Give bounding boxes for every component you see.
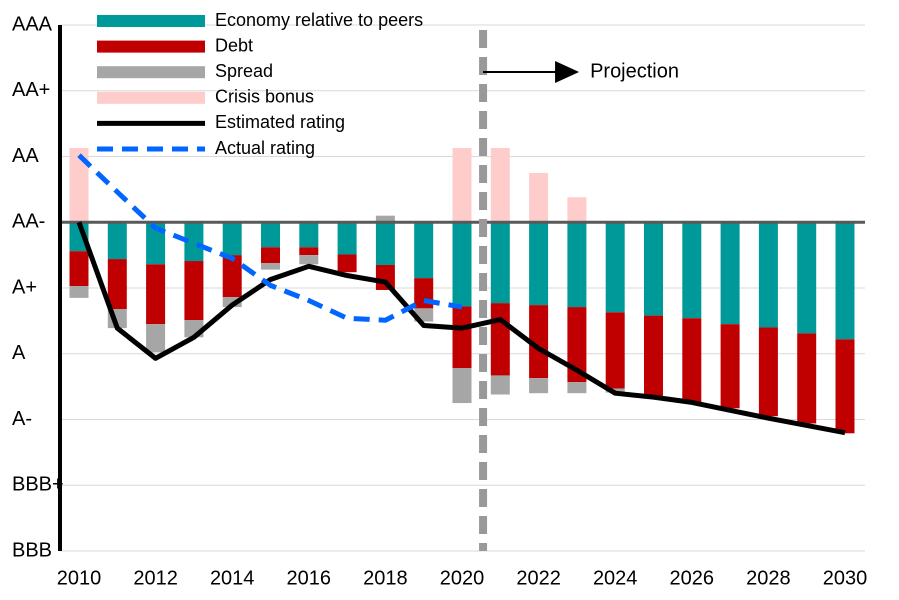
bar-segment xyxy=(797,222,817,334)
bar-segment xyxy=(835,222,855,340)
y-tick-label: BBB xyxy=(12,539,52,561)
bar-segment xyxy=(529,222,549,306)
x-tick-label: 2022 xyxy=(516,567,561,589)
bar-segment xyxy=(261,263,280,270)
legend-label: Spread xyxy=(215,61,273,81)
bar-segment xyxy=(69,147,89,223)
bar-segment xyxy=(797,333,817,424)
bar-segment xyxy=(452,306,472,369)
projection-label: Projection xyxy=(590,60,679,82)
x-tick-label: 2012 xyxy=(133,567,178,589)
legend-swatch xyxy=(97,40,205,53)
bar-segment xyxy=(567,197,587,223)
bar-segment xyxy=(452,147,472,223)
bars xyxy=(69,147,855,434)
bar-segment xyxy=(107,259,127,310)
bar-segment xyxy=(567,307,587,383)
x-tick-label: 2018 xyxy=(363,567,408,589)
bar-segment xyxy=(605,312,625,389)
bar-segment xyxy=(375,222,395,265)
bar-segment xyxy=(222,255,242,298)
bar-segment xyxy=(490,375,510,395)
bar-segment xyxy=(529,378,549,394)
bar-segment xyxy=(184,261,204,321)
x-tick-label: 2014 xyxy=(210,567,255,589)
bar-segment xyxy=(452,368,472,404)
bar-segment xyxy=(414,222,434,279)
bar-segment xyxy=(490,222,510,304)
x-tick-label: 2028 xyxy=(746,567,791,589)
y-tick-label: A xyxy=(12,342,26,364)
bar-segment xyxy=(567,382,587,394)
bar-segment xyxy=(682,222,702,319)
y-tick-label: AA- xyxy=(12,211,45,233)
legend-label: Estimated rating xyxy=(215,112,345,132)
x-tick-label: 2030 xyxy=(823,567,868,589)
bar-segment xyxy=(644,222,663,316)
bar-segment xyxy=(452,222,472,307)
legend-label: Debt xyxy=(215,35,253,55)
legend-swatch xyxy=(97,15,205,27)
rating-line xyxy=(77,153,463,323)
bar-segment xyxy=(69,286,89,298)
x-tick-label: 2020 xyxy=(440,567,485,589)
bar-segment xyxy=(107,222,127,260)
y-tick-label: A- xyxy=(12,408,32,430)
bar-segment xyxy=(529,172,549,223)
bar-segment xyxy=(146,324,166,353)
bar-segment xyxy=(490,303,510,376)
rating-line xyxy=(76,221,846,436)
bar-segment xyxy=(337,222,357,255)
legend-label: Actual rating xyxy=(215,138,315,158)
bar-segment xyxy=(720,324,740,409)
legend-label: Crisis bonus xyxy=(215,87,314,107)
y-tick-label: A+ xyxy=(12,276,37,298)
y-tick-label: AAA xyxy=(12,13,53,35)
bar-segment xyxy=(299,222,319,248)
bar-segment xyxy=(337,254,357,273)
bar-segment xyxy=(835,339,855,434)
legend-swatch xyxy=(97,66,205,79)
y-tick-label: AA xyxy=(12,145,39,167)
projection-arrow-head xyxy=(555,61,580,83)
y-tick-label: BBB+ xyxy=(12,474,64,496)
bar-segment xyxy=(758,222,778,328)
bar-segment xyxy=(184,222,204,262)
bar-segment xyxy=(261,222,280,248)
bar-segment xyxy=(682,318,702,403)
legend-label: Economy relative to peers xyxy=(215,10,423,30)
bar-segment xyxy=(529,305,549,379)
bar-segment xyxy=(375,215,395,223)
x-tick-label: 2016 xyxy=(287,567,332,589)
x-tick-label: 2026 xyxy=(670,567,715,589)
legend-swatch xyxy=(97,91,205,104)
bar-segment xyxy=(146,264,166,325)
bar-segment xyxy=(222,222,242,256)
x-tick-label: 2010 xyxy=(57,567,102,589)
y-tick-label: AA+ xyxy=(12,79,50,101)
bar-segment xyxy=(299,247,319,256)
bar-segment xyxy=(146,222,166,265)
bar-segment xyxy=(605,222,625,313)
bar-segment xyxy=(261,247,280,264)
bar-segment xyxy=(69,251,89,287)
bar-segment xyxy=(644,315,663,396)
lines xyxy=(60,153,865,436)
bar-segment xyxy=(299,255,319,265)
bar-segment xyxy=(720,222,740,325)
bar-segment xyxy=(490,147,510,223)
bar-segment xyxy=(567,222,587,308)
x-tick-label: 2024 xyxy=(593,567,638,589)
bar-segment xyxy=(758,327,778,417)
